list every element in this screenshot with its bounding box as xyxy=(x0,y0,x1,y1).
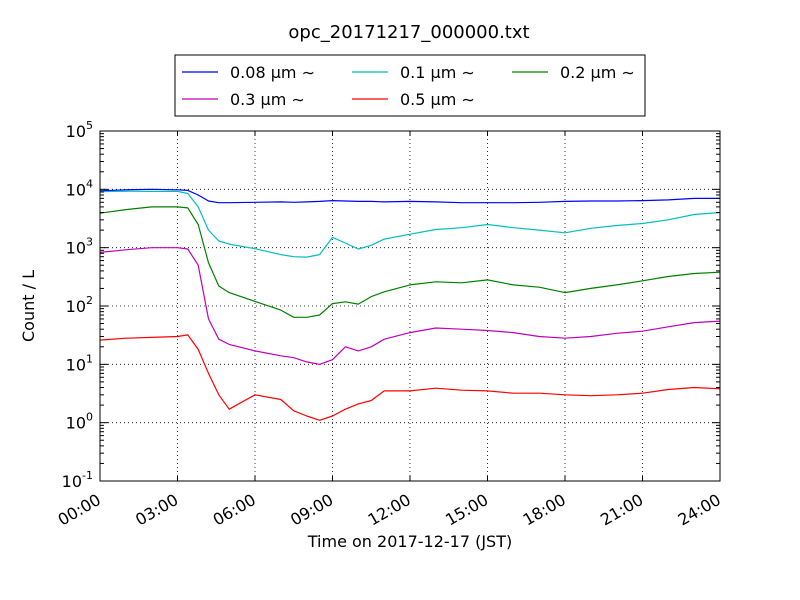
y-tick-label: 101 xyxy=(66,352,93,374)
legend-label-2: 0.1 μm ∼ xyxy=(400,63,475,82)
y-tick-label: 104 xyxy=(66,177,93,199)
series-line-3 xyxy=(99,206,721,318)
x-tick-label: 21:00 xyxy=(597,490,646,530)
y-tick-label: 10-1 xyxy=(62,469,93,491)
grid xyxy=(100,131,720,481)
series-line-2 xyxy=(99,190,721,258)
x-tick-label: 09:00 xyxy=(287,490,336,530)
series-line-1 xyxy=(99,188,720,204)
y-axis-label: Count / L xyxy=(19,270,38,342)
y-axis: 10-1 100 101 102 103 104 105 xyxy=(62,119,720,491)
legend-box xyxy=(174,54,646,117)
y-tick-label: 100 xyxy=(66,411,93,433)
legend-label-4: 0.3 μm ∼ xyxy=(230,90,305,109)
x-tick-label: 06:00 xyxy=(210,490,259,530)
legend-label-1: 0.08 μm ∼ xyxy=(230,63,315,82)
x-tick-label: 00:00 xyxy=(55,490,104,530)
legend: 0.08 μm ∼ 0.1 μm ∼ 0.2 μm ∼ 0.3 μm ∼ 0.5 μm … xyxy=(182,63,635,109)
series-layer xyxy=(99,188,721,421)
chart-title: opc_20171217_000000.txt xyxy=(288,22,529,43)
y-tick-label: 105 xyxy=(66,119,93,141)
legend-label-5: 0.5 μm ∼ xyxy=(400,90,475,109)
x-tick-label: 18:00 xyxy=(520,490,569,530)
series-line-5 xyxy=(99,334,721,421)
x-tick-label: 12:00 xyxy=(365,490,414,530)
x-tick-label: 24:00 xyxy=(675,490,724,530)
y-tick-label: 103 xyxy=(66,236,93,258)
legend-label-3: 0.2 μm ∼ xyxy=(560,63,635,82)
y-tick-label: 102 xyxy=(66,294,93,316)
x-axis-label: Time on 2017-12-17 (JST) xyxy=(307,532,512,551)
series-line-4 xyxy=(99,247,721,365)
x-tick-label: 03:00 xyxy=(132,490,181,530)
x-tick-label: 15:00 xyxy=(442,490,491,530)
